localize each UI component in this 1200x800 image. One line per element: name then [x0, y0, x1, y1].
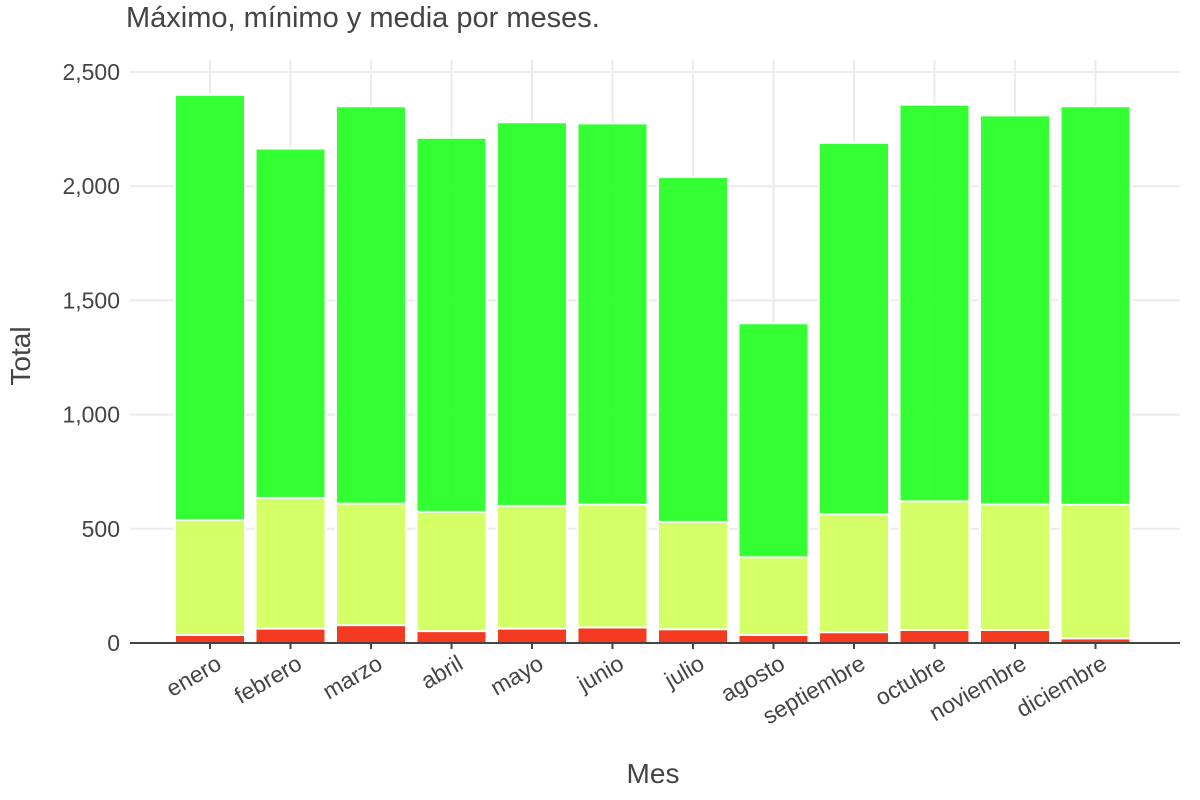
bar-noviembre-1	[979, 503, 1051, 644]
bar-noviembre-2	[979, 628, 1051, 645]
y-tick-label: 2,000	[62, 173, 120, 199]
x-tick-label: enero	[162, 650, 226, 702]
x-tick-label: julio	[659, 650, 708, 693]
bar-junio-2	[576, 626, 649, 645]
x-tick-label: diciembre	[1012, 650, 1111, 722]
bar-septiembre-2	[818, 631, 890, 644]
y-tick-label: 1,500	[62, 287, 120, 313]
x-axis-title: Mes	[627, 758, 680, 789]
axes	[130, 642, 1180, 649]
bar-mayo-2	[496, 627, 568, 644]
bar-septiembre-1	[818, 513, 890, 645]
bar-octubre-2	[898, 628, 971, 645]
bars	[174, 93, 1132, 645]
x-tick-label: febrero	[230, 650, 306, 709]
bar-julio-1	[657, 520, 729, 644]
bar-marzo-2	[335, 624, 407, 645]
bar-abril-2	[415, 630, 488, 645]
bar-julio-2	[657, 628, 729, 645]
bar-marzo-1	[335, 502, 407, 644]
y-tick-label: 2,500	[62, 59, 120, 85]
bar-diciembre-1	[1059, 503, 1132, 644]
x-tick-label: mayo	[486, 650, 548, 701]
bar-febrero-2	[254, 627, 327, 644]
bar-mayo-1	[496, 504, 568, 644]
y-axis-title: Total	[5, 326, 36, 385]
bar-agosto-1	[737, 556, 810, 644]
y-tick-label: 1,000	[62, 402, 120, 428]
bar-febrero-1	[254, 496, 327, 644]
bar-agosto-2	[737, 634, 810, 644]
chart-title: Máximo, mínimo y media por meses.	[126, 2, 600, 34]
bar-enero-1	[174, 519, 246, 644]
x-tick-label: marzo	[318, 650, 386, 704]
y-tick-label: 0	[107, 630, 120, 656]
x-tick-label: abril	[416, 650, 467, 694]
y-tick-label: 500	[82, 516, 120, 542]
bar-junio-1	[576, 503, 649, 644]
bar-abril-1	[415, 510, 488, 644]
bar-enero-2	[174, 634, 246, 644]
x-tick-label: junio	[572, 650, 628, 697]
bar-octubre-1	[898, 500, 971, 644]
